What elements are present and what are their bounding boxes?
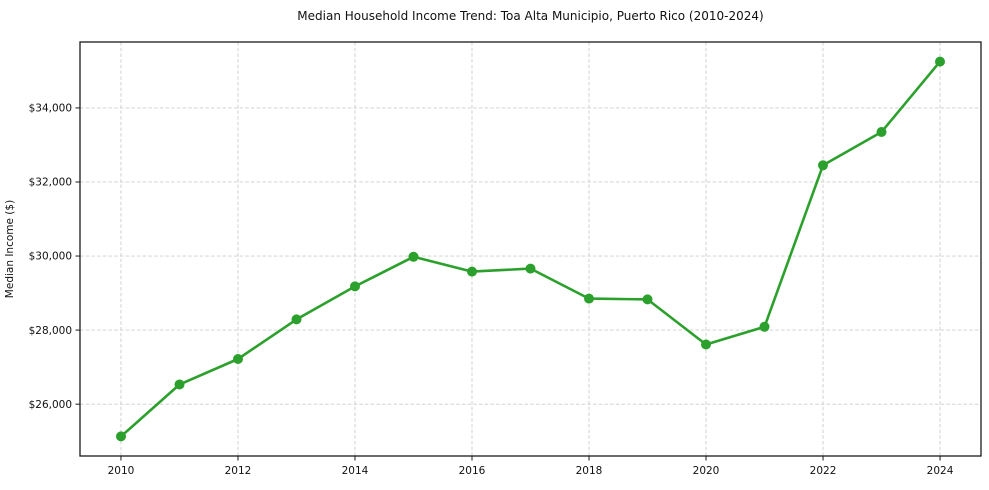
y-tick-label: $34,000: [29, 103, 72, 115]
data-point[interactable]: [642, 294, 653, 305]
x-tick-label: 2022: [810, 465, 837, 477]
data-point[interactable]: [116, 431, 126, 442]
data-point[interactable]: [876, 127, 887, 137]
data-point[interactable]: [291, 314, 302, 325]
data-point[interactable]: [759, 321, 770, 332]
x-tick-label: 2012: [225, 465, 252, 477]
plot-border: [79, 41, 982, 457]
x-tick-label: 2018: [576, 465, 603, 477]
y-tick-label: $30,000: [29, 251, 72, 263]
data-point[interactable]: [525, 263, 536, 274]
x-tick-label: 2024: [927, 465, 954, 477]
y-tick-label: $32,000: [29, 177, 72, 189]
x-tick-label: 2014: [342, 465, 369, 477]
data-point[interactable]: [701, 339, 711, 350]
y-tick-label: $28,000: [29, 325, 72, 337]
data-point[interactable]: [467, 266, 477, 277]
y-tick-label: $26,000: [29, 399, 72, 411]
data-point[interactable]: [350, 281, 360, 292]
data-point[interactable]: [584, 293, 594, 304]
data-point[interactable]: [174, 379, 185, 390]
chart-title: Median Household Income Trend: Toa Alta …: [297, 9, 764, 23]
data-point[interactable]: [233, 354, 243, 364]
data-point[interactable]: [935, 56, 945, 67]
data-point[interactable]: [818, 160, 828, 171]
data-point[interactable]: [408, 251, 419, 262]
income-trend-line: [119, 60, 942, 438]
x-tick-label: 2010: [108, 465, 135, 477]
x-tick-label: 2016: [459, 465, 486, 477]
x-tick-label: 2020: [693, 465, 720, 477]
